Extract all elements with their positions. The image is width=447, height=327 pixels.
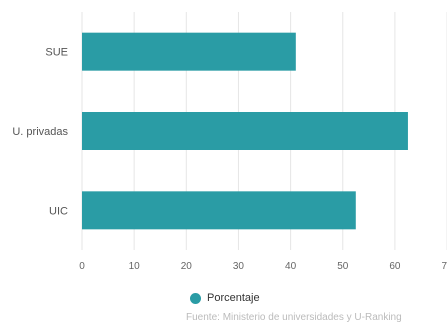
legend-marker bbox=[190, 292, 201, 304]
category-label: SUE bbox=[45, 47, 68, 59]
x-tick-label: 60 bbox=[389, 261, 401, 272]
legend[interactable]: Porcentaje bbox=[190, 292, 260, 304]
x-tick-label: 30 bbox=[233, 261, 245, 272]
x-tick-label: 40 bbox=[285, 261, 297, 272]
x-tick-label: 20 bbox=[181, 261, 193, 272]
bar-sue bbox=[82, 32, 296, 71]
source-note: Fuente: Ministerio de universidades y U-… bbox=[186, 312, 402, 323]
category-label: UIC bbox=[49, 205, 68, 217]
x-tick-label: 50 bbox=[337, 261, 349, 272]
category-label: U. privadas bbox=[12, 126, 68, 138]
x-tick-label: 0 bbox=[79, 261, 85, 272]
x-tick-label: 10 bbox=[129, 261, 141, 272]
bar-uic bbox=[82, 191, 356, 230]
x-tick-label: 70 bbox=[441, 261, 447, 272]
bar-u-privadas bbox=[82, 112, 408, 150]
legend-label: Porcentaje bbox=[207, 292, 260, 304]
